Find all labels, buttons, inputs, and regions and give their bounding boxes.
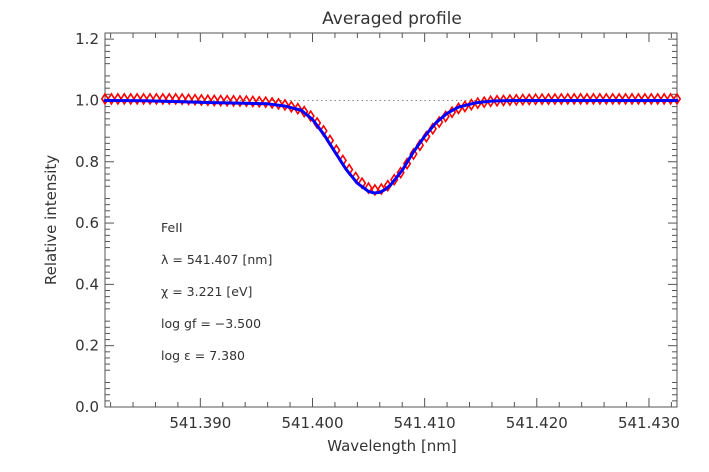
observed-profile-marker	[531, 92, 540, 106]
x-axis-label: Wavelength [nm]	[327, 437, 457, 455]
observed-profile-marker	[576, 92, 585, 106]
observed-profile-marker	[364, 181, 373, 195]
observed-profile-marker	[525, 92, 534, 106]
y-tick-labels: 0.0 0.2 0.4 0.6 0.8 1.0 1.2	[75, 30, 99, 416]
observed-profile-marker	[107, 92, 116, 106]
y-tick-label: 0.8	[75, 153, 99, 171]
observed-profile-marker	[370, 183, 380, 197]
observed-profile-marker	[132, 92, 142, 106]
observed-profile-marker	[158, 92, 168, 106]
observed-profile-marker	[165, 92, 174, 106]
observed-profile-marker	[139, 92, 148, 106]
observed-profile-marker	[518, 93, 527, 107]
observed-profile-marker	[177, 92, 187, 106]
y-tick-label: 1.0	[75, 91, 99, 109]
observed-profile-marker	[614, 92, 624, 106]
x-tick-label: 541.410	[394, 414, 456, 432]
observed-profile-marker	[235, 94, 245, 108]
observed-profile-marker	[608, 92, 617, 106]
observed-profile-marker	[145, 92, 155, 106]
series-group	[100, 92, 682, 197]
observed-profile-marker	[634, 92, 643, 106]
observed-profile-marker	[190, 93, 200, 107]
observed-profile-marker	[582, 92, 592, 106]
annotation-loggf: log gf = −3.500	[161, 316, 261, 331]
observed-profile-marker	[563, 92, 572, 106]
observed-profile-marker	[505, 93, 515, 107]
line-annotations: FeII λ = 541.407 [nm] χ = 3.221 [eV] log…	[161, 220, 272, 363]
x-tick-label: 541.400	[281, 414, 343, 432]
observed-profile-marker	[287, 100, 296, 114]
observed-profile-marker	[242, 94, 251, 108]
y-tick-label: 0.0	[75, 398, 99, 416]
observed-profile-marker	[570, 92, 579, 106]
observed-profile-marker	[293, 102, 302, 116]
observed-profile-marker	[248, 94, 257, 108]
observed-profile-marker	[120, 92, 129, 106]
observed-profile-marker	[126, 92, 135, 106]
x-tick-label: 541.420	[506, 414, 568, 432]
y-tick-label: 0.4	[75, 275, 99, 293]
observed-profile-marker	[171, 92, 180, 106]
observed-profile-marker	[589, 92, 598, 106]
y-axis-label: Relative intensity	[42, 155, 60, 285]
observed-profile-marker	[653, 92, 662, 106]
observed-profile-marker	[550, 92, 560, 106]
observed-profile-marker	[627, 92, 637, 106]
x-tick-labels: 541.390 541.400 541.410 541.420 541.430	[169, 414, 680, 432]
annotation-excitation: χ = 3.221 [eV]	[161, 284, 252, 299]
observed-profile-marker	[602, 92, 611, 106]
observed-profile-marker	[113, 92, 123, 106]
observed-profile-marker	[100, 92, 110, 106]
observed-profile-marker	[222, 94, 232, 108]
observed-profile-marker	[537, 92, 547, 106]
observed-profile-marker	[659, 92, 669, 106]
observed-profile-marker	[621, 92, 630, 106]
observed-profile-marker	[203, 93, 212, 107]
observed-profile-marker	[544, 92, 553, 106]
observed-profile-marker	[595, 92, 605, 106]
y-tick-label: 0.6	[75, 214, 99, 232]
observed-profile-marker	[647, 92, 656, 106]
observed-profile-marker	[666, 92, 675, 106]
observed-profile-marker	[402, 157, 412, 171]
synthetic-profile-line	[103, 98, 679, 195]
x-tick-label: 541.390	[169, 414, 231, 432]
observed-profile-marker	[672, 92, 682, 106]
axis-ticks	[105, 33, 677, 408]
observed-profile-marker	[274, 97, 283, 111]
observed-profile-marker	[210, 94, 219, 107]
observed-profile-marker	[184, 92, 193, 106]
observed-profile-marker	[377, 182, 386, 196]
observed-profile-marker	[229, 94, 238, 108]
y-tick-label: 1.2	[75, 30, 99, 48]
observed-profile-marker	[216, 94, 225, 108]
observed-profile-marker	[255, 95, 264, 109]
y-tick-label: 0.2	[75, 337, 99, 355]
observed-profile-marker	[409, 147, 418, 161]
observed-profile-marker	[640, 92, 650, 106]
observed-profile-marker	[492, 94, 502, 108]
annotation-element: FeII	[161, 220, 183, 235]
annotation-wavelength: λ = 541.407 [nm]	[161, 252, 272, 267]
observed-profile-marker	[512, 93, 521, 107]
x-tick-label: 541.430	[618, 414, 680, 432]
chart-title: Averaged profile	[322, 9, 462, 29]
observed-profile-marker	[557, 92, 566, 106]
observed-profile-marker	[261, 95, 270, 109]
observed-profile-marker	[280, 98, 290, 112]
observed-profile-marker	[152, 92, 161, 106]
annotation-abundance: log ε = 7.380	[161, 348, 245, 363]
observed-profile-marker	[499, 93, 508, 107]
plot-frame	[104, 32, 678, 408]
observed-profile-marker	[197, 93, 206, 107]
observed-profile-marker	[267, 96, 277, 110]
